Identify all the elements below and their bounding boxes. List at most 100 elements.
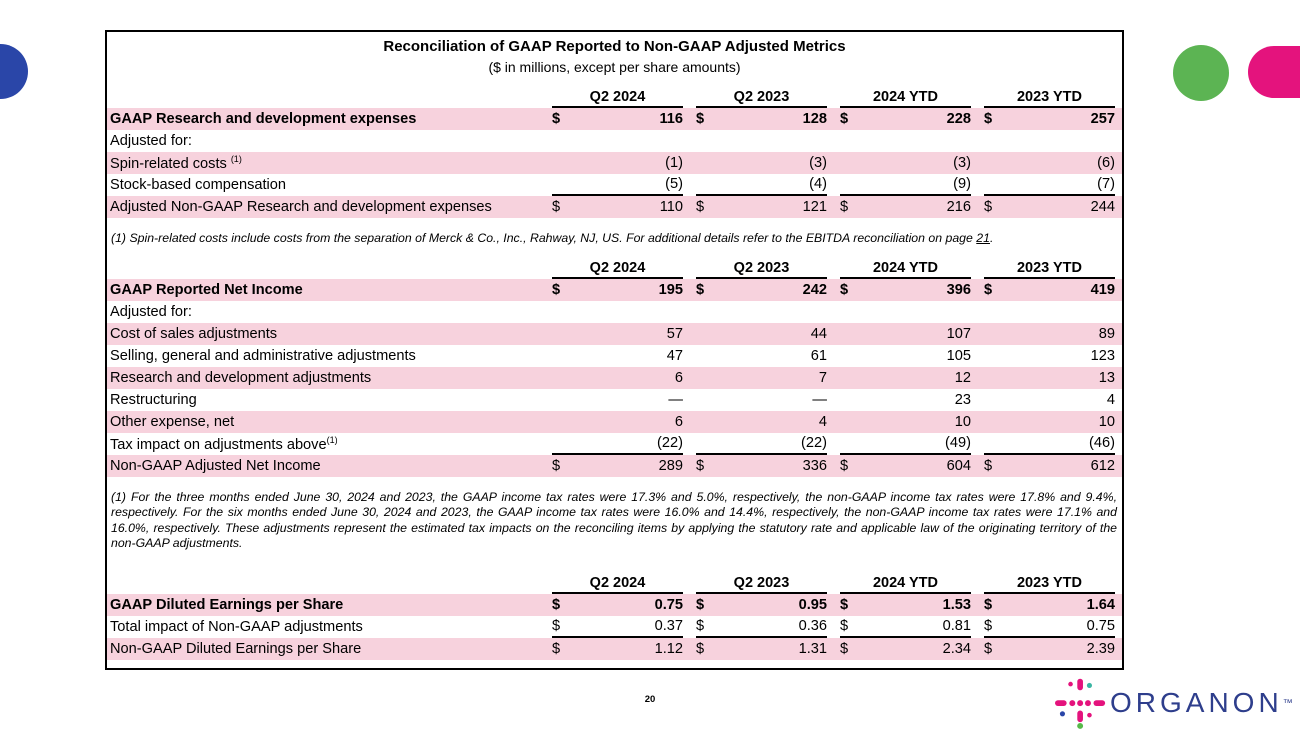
column-header: Q2 2024 bbox=[552, 89, 683, 108]
value-group: $604 bbox=[840, 455, 971, 477]
organon-logo-text: ORGANON bbox=[1110, 687, 1283, 718]
value-group bbox=[984, 130, 1115, 152]
organon-logo-mark bbox=[1055, 678, 1106, 729]
footnote-marker: (1) bbox=[230, 154, 242, 165]
value-group: $2.39 bbox=[984, 638, 1115, 660]
cell-value: (4) bbox=[809, 176, 827, 192]
cell-value: 242 bbox=[802, 281, 827, 298]
organon-logo: ORGANON ™ bbox=[1052, 676, 1293, 730]
value-group: 12 bbox=[840, 367, 971, 389]
value-group: $396 bbox=[840, 279, 971, 301]
slide-title: Reconciliation of GAAP Reported to Non-G… bbox=[383, 38, 846, 55]
value-group: 7 bbox=[696, 367, 827, 389]
value-group: (3) bbox=[696, 152, 827, 174]
value-group: (49) bbox=[840, 433, 971, 455]
value-group: (3) bbox=[840, 152, 971, 174]
cell-value: 107 bbox=[946, 325, 971, 342]
row-label: Adjusted for: bbox=[110, 133, 192, 149]
column-header: Q2 2023 bbox=[696, 89, 827, 108]
cell-value: 10 bbox=[954, 413, 971, 430]
value-group: (22) bbox=[696, 433, 827, 455]
dollar-sign: $ bbox=[552, 199, 561, 215]
value-group: $1.31 bbox=[696, 638, 827, 660]
table-row: GAAP Diluted Earnings per Share $0.75 $0.9… bbox=[107, 593, 1122, 616]
row-label: Adjusted for: bbox=[110, 303, 192, 320]
value-group: 57 bbox=[552, 323, 683, 345]
dollar-sign: $ bbox=[840, 199, 849, 215]
dollar-sign: $ bbox=[696, 617, 705, 634]
value-group: 123 bbox=[984, 345, 1115, 367]
cell-value: (3) bbox=[953, 155, 971, 171]
value-group bbox=[552, 130, 683, 152]
value-group: — bbox=[552, 389, 683, 411]
value-group: (1) bbox=[552, 152, 683, 174]
dollar-sign: $ bbox=[696, 281, 705, 298]
value-group: 10 bbox=[840, 411, 971, 433]
column-header: 2024 YTD bbox=[840, 89, 971, 108]
value-group: $0.36 bbox=[696, 616, 827, 638]
row-label: GAAP Diluted Earnings per Share bbox=[110, 596, 344, 613]
cell-value: 0.36 bbox=[798, 617, 827, 634]
cell-value: 105 bbox=[946, 347, 971, 364]
value-group: $228 bbox=[840, 108, 971, 130]
cell-value: 23 bbox=[954, 391, 971, 408]
column-header: Q2 2024 bbox=[552, 260, 683, 279]
table-sections: Q2 2024 Q2 2023 2024 YTD 2023 YTD GAAP Resea… bbox=[107, 88, 1122, 660]
footnote-page-link[interactable]: 21 bbox=[976, 231, 990, 245]
row-label: Adjusted Non-GAAP Research and developme… bbox=[110, 199, 492, 215]
value-group: 10 bbox=[984, 411, 1115, 433]
table-row: Stock-based compensation (5) (4) (9) (7) bbox=[107, 174, 1122, 196]
value-group: $0.37 bbox=[552, 616, 683, 638]
cell-value: 612 bbox=[1090, 457, 1115, 474]
dollar-sign: $ bbox=[696, 457, 705, 474]
footnote-text: (1) Spin-related costs include costs fro… bbox=[111, 231, 977, 245]
value-group: $216 bbox=[840, 196, 971, 218]
row-label: Cost of sales adjustments bbox=[110, 325, 278, 342]
value-group: 47 bbox=[552, 345, 683, 367]
column-header-row: Q2 2024 Q2 2023 2024 YTD 2023 YTD bbox=[107, 574, 1122, 594]
cell-value: 4 bbox=[1106, 391, 1115, 408]
footnote: (1) For the three months ended June 30, … bbox=[111, 489, 1117, 551]
value-group: (46) bbox=[984, 433, 1115, 455]
value-group: 13 bbox=[984, 367, 1115, 389]
cell-value: 604 bbox=[946, 457, 971, 474]
value-group: 4 bbox=[984, 389, 1115, 411]
row-label: Selling, general and administrative adju… bbox=[110, 347, 416, 364]
value-group bbox=[696, 301, 827, 323]
reconciliation-table-box: Reconciliation of GAAP Reported to Non-G… bbox=[105, 30, 1124, 670]
value-group: 6 bbox=[552, 411, 683, 433]
value-group: (7) bbox=[984, 174, 1115, 196]
table-row: GAAP Research and development expenses $1… bbox=[107, 108, 1122, 130]
table-row: Research and development adjustments 6 7 12… bbox=[107, 366, 1122, 389]
value-group: $195 bbox=[552, 279, 683, 301]
dollar-sign: $ bbox=[552, 281, 561, 298]
dollar-sign: $ bbox=[696, 111, 705, 127]
cell-value: 12 bbox=[954, 369, 971, 386]
table-row: Spin-related costs (1) (1) (3) (3) (6) bbox=[107, 152, 1122, 174]
value-group: 89 bbox=[984, 323, 1115, 345]
footnote: (1) Spin-related costs include costs fro… bbox=[111, 231, 1117, 247]
row-label: Restructuring bbox=[110, 391, 197, 408]
value-group: 61 bbox=[696, 345, 827, 367]
row-label: Stock-based compensation bbox=[110, 177, 287, 193]
value-group bbox=[840, 130, 971, 152]
cell-value: 6 bbox=[674, 413, 683, 430]
cell-value: 110 bbox=[659, 199, 683, 215]
cell-value: — bbox=[812, 391, 827, 408]
cell-value: 47 bbox=[666, 347, 683, 364]
cell-value: 0.75 bbox=[1086, 617, 1115, 634]
table-row: Adjusted Non-GAAP Research and developme… bbox=[107, 196, 1122, 218]
dollar-sign: $ bbox=[552, 596, 561, 613]
value-group: (22) bbox=[552, 433, 683, 455]
value-group: $116 bbox=[552, 108, 683, 130]
cell-value: 257 bbox=[1090, 111, 1115, 127]
value-group bbox=[552, 301, 683, 323]
column-header: 2023 YTD bbox=[984, 260, 1115, 279]
cell-value: 1.64 bbox=[1086, 596, 1115, 613]
value-group: $0.81 bbox=[840, 616, 971, 638]
table-row: Other expense, net 6 4 10 10 bbox=[107, 410, 1122, 433]
column-header: 2023 YTD bbox=[984, 89, 1115, 108]
footnote-marker: (1) bbox=[326, 434, 338, 445]
deco-blue-semicircle bbox=[0, 44, 28, 99]
value-group: (4) bbox=[696, 174, 827, 196]
